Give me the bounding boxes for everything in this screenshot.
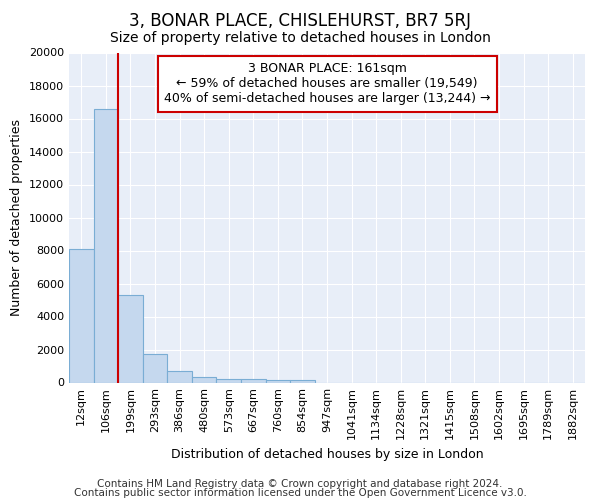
- Bar: [143, 354, 167, 382]
- Text: Contains HM Land Registry data © Crown copyright and database right 2024.: Contains HM Land Registry data © Crown c…: [97, 479, 503, 489]
- Bar: [241, 380, 266, 382]
- Bar: [167, 370, 192, 382]
- Bar: [217, 378, 241, 382]
- Bar: [192, 376, 217, 382]
- Text: 3, BONAR PLACE, CHISLEHURST, BR7 5RJ: 3, BONAR PLACE, CHISLEHURST, BR7 5RJ: [129, 12, 471, 30]
- Bar: [118, 295, 143, 382]
- Bar: [266, 380, 290, 382]
- Bar: [290, 380, 315, 382]
- Bar: [94, 108, 118, 382]
- Y-axis label: Number of detached properties: Number of detached properties: [10, 119, 23, 316]
- Text: 3 BONAR PLACE: 161sqm
← 59% of detached houses are smaller (19,549)
40% of semi-: 3 BONAR PLACE: 161sqm ← 59% of detached …: [164, 62, 490, 106]
- Text: Size of property relative to detached houses in London: Size of property relative to detached ho…: [110, 31, 490, 45]
- Text: Contains public sector information licensed under the Open Government Licence v3: Contains public sector information licen…: [74, 488, 526, 498]
- X-axis label: Distribution of detached houses by size in London: Distribution of detached houses by size …: [170, 448, 484, 461]
- Bar: [69, 249, 94, 382]
